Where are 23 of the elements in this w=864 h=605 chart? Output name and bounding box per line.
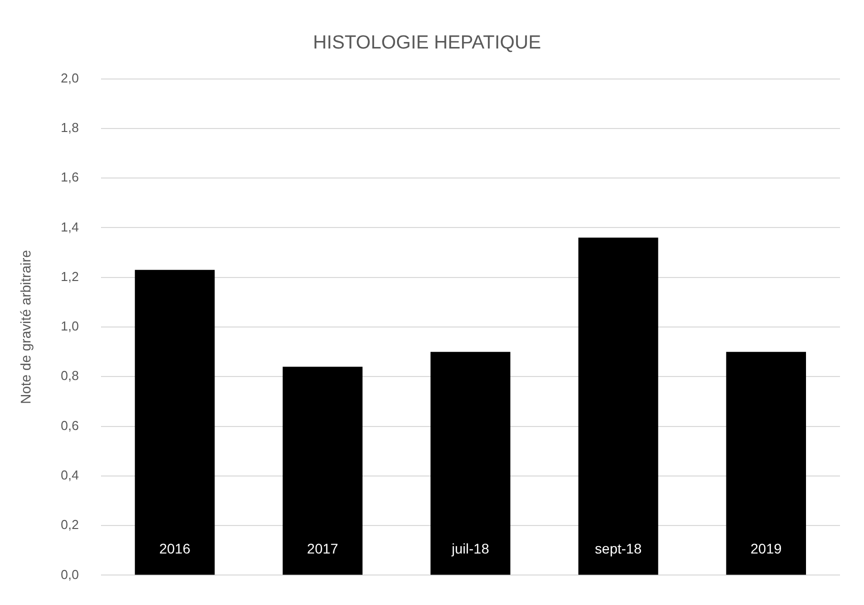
bar <box>430 352 510 575</box>
y-tick-label: 1,0 <box>60 318 79 334</box>
x-tick-label: 2017 <box>307 540 338 556</box>
x-tick-label: 2016 <box>159 540 191 556</box>
y-tick-label: 1,2 <box>60 268 79 284</box>
chart-title: HISTOLOGIE HEPATIQUE <box>312 32 542 54</box>
bar <box>726 352 806 575</box>
x-tick-label: sept-18 <box>594 540 642 556</box>
y-axis-title: Note de gravité arbitraire <box>17 250 34 404</box>
y-tick-label: 0,4 <box>60 468 79 482</box>
bar <box>134 270 215 575</box>
y-tick-label: 0,6 <box>60 418 79 433</box>
bar <box>578 238 658 575</box>
x-tick-label: juil-18 <box>450 540 490 556</box>
y-tick-label: 2,0 <box>60 70 79 86</box>
bar <box>282 366 363 575</box>
y-tick-label: 0,0 <box>60 566 79 582</box>
y-tick-label: 0,2 <box>60 517 79 532</box>
y-tick-label: 1,8 <box>60 120 79 136</box>
y-tick-label: 1,4 <box>60 219 79 234</box>
y-tick-label: 1,6 <box>60 170 79 185</box>
y-tick-label: 0,8 <box>60 368 79 384</box>
x-tick-label: 2019 <box>750 540 782 556</box>
